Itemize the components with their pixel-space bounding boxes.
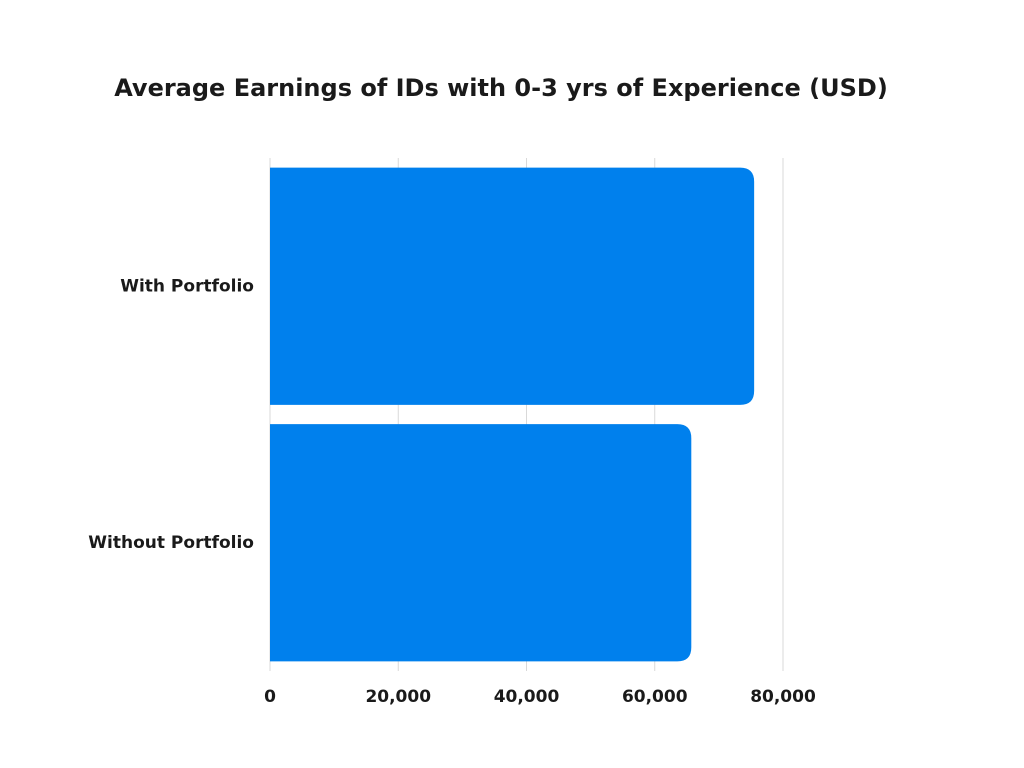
category-label: Without Portfolio (88, 533, 254, 553)
category-label: With Portfolio (120, 276, 254, 296)
bars (270, 167, 755, 662)
x-tick-label: 0 (264, 687, 276, 707)
x-tick-label: 40,000 (494, 687, 560, 707)
bar-with-portfolio (270, 167, 755, 405)
x-tick-label: 80,000 (750, 687, 816, 707)
x-tick-label: 60,000 (622, 687, 688, 707)
category-labels: With Portfolio Without Portfolio (88, 276, 254, 553)
bar-without-portfolio (270, 424, 692, 662)
x-tick-label: 20,000 (365, 687, 431, 707)
x-axis-tick-labels: 0 20,000 40,000 60,000 80,000 (264, 687, 816, 707)
chart-title: Average Earnings of IDs with 0-3 yrs of … (114, 74, 888, 102)
